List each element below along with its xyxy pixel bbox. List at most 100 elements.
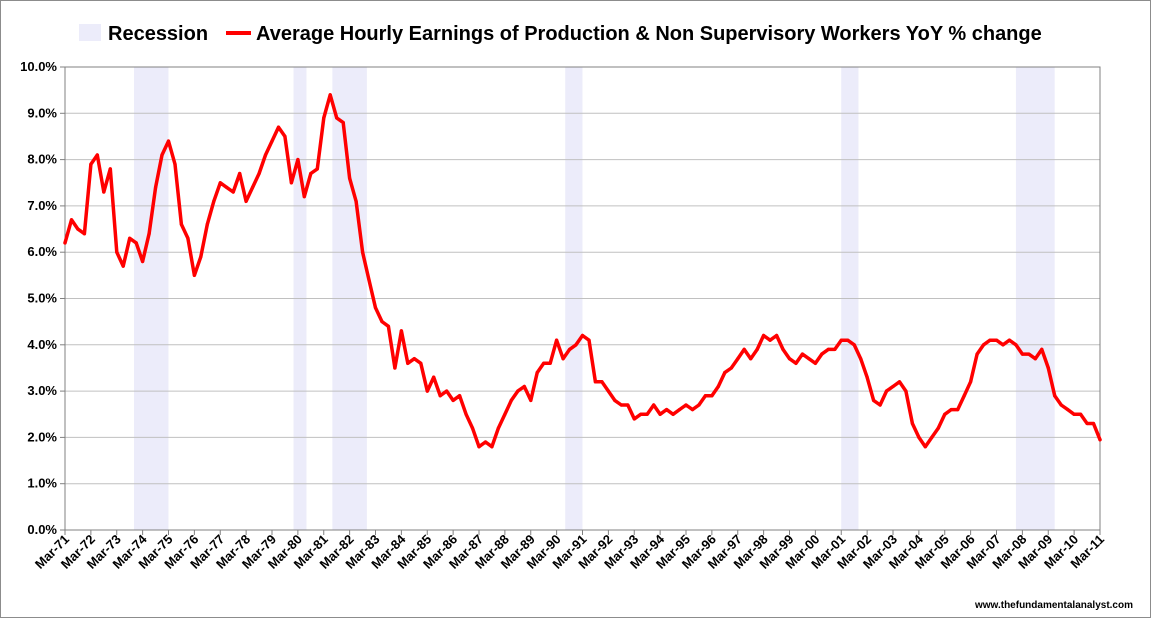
series-point xyxy=(270,139,274,143)
series-point xyxy=(154,185,158,189)
series-point xyxy=(749,357,753,361)
series-point xyxy=(956,408,960,412)
series-point xyxy=(225,185,229,189)
y-tick-label: 2.0% xyxy=(27,429,57,444)
series-point xyxy=(833,347,837,351)
series-point xyxy=(690,408,695,412)
series-point xyxy=(943,412,947,416)
series-point xyxy=(1046,366,1050,370)
series-point xyxy=(969,380,973,384)
series-point xyxy=(962,394,966,398)
series-point xyxy=(399,329,403,333)
series-point xyxy=(1033,357,1037,361)
legend-recession-label: Recession xyxy=(108,23,208,45)
series-point xyxy=(335,116,339,120)
series-point xyxy=(186,236,190,240)
legend-recession-swatch xyxy=(79,24,101,41)
series-point xyxy=(839,338,843,342)
series-point xyxy=(600,380,604,384)
series-point xyxy=(483,440,488,444)
series-point xyxy=(102,190,106,194)
y-tick-label: 6.0% xyxy=(27,244,57,259)
series-point xyxy=(555,338,559,342)
y-axis: 0.0% 1.0% 2.0% 3.0% 4.0% 5.0% 6.0% 7.0% 8.0% 9.0%… xyxy=(20,59,65,537)
series-point xyxy=(703,394,708,398)
series-point xyxy=(723,371,727,375)
series-point xyxy=(354,199,358,203)
legend: Recession Average Hourly Earnings of Pro… xyxy=(79,23,1042,45)
series-point xyxy=(930,435,934,439)
series-point xyxy=(820,352,824,356)
y-tick-label: 1.0% xyxy=(27,476,57,491)
series-point xyxy=(419,361,423,365)
series-point xyxy=(807,357,811,361)
series-point xyxy=(542,361,546,365)
series-point xyxy=(872,398,876,402)
series-point xyxy=(464,412,468,416)
series-point xyxy=(322,116,326,120)
series-point xyxy=(1053,394,1057,398)
series-point xyxy=(296,158,300,162)
series-point xyxy=(755,347,759,351)
series-point xyxy=(891,384,895,389)
series-point xyxy=(244,199,248,203)
series-point xyxy=(166,139,171,143)
series-point xyxy=(593,380,598,384)
series-point xyxy=(192,273,196,277)
series-point xyxy=(205,222,209,226)
series-point xyxy=(302,195,306,199)
series-point xyxy=(509,398,513,402)
series-point xyxy=(619,403,623,407)
series-point xyxy=(1027,352,1031,356)
series-point xyxy=(639,412,643,416)
series-point xyxy=(865,375,869,379)
series-point xyxy=(587,338,591,342)
series-point xyxy=(76,227,80,231)
series-point xyxy=(289,181,293,185)
source-credit: www.thefundamentalanalyst.com xyxy=(974,600,1133,611)
series-point xyxy=(63,241,67,245)
series-point xyxy=(348,176,352,180)
series-point xyxy=(535,371,539,375)
series-point xyxy=(632,417,636,421)
series-point xyxy=(846,338,850,342)
series-point xyxy=(729,366,733,370)
series-point xyxy=(949,408,953,412)
series-point xyxy=(212,199,216,203)
series-point xyxy=(69,218,74,222)
series-point xyxy=(108,167,112,171)
series-point xyxy=(878,403,882,407)
series-point xyxy=(147,232,151,236)
series-point xyxy=(251,185,255,189)
series-point xyxy=(671,412,675,416)
y-tick-label: 5.0% xyxy=(27,291,57,306)
series-point xyxy=(529,398,533,402)
series-point xyxy=(367,278,371,282)
series-point xyxy=(393,366,397,370)
series-point xyxy=(134,241,138,245)
series-point xyxy=(568,347,572,351)
series-point xyxy=(128,236,132,240)
series-point xyxy=(160,153,164,157)
series-point xyxy=(936,426,940,430)
series-point xyxy=(516,389,520,393)
series-point xyxy=(975,352,979,356)
series-point xyxy=(373,306,378,310)
series-point xyxy=(95,153,99,157)
series-point xyxy=(665,408,669,412)
series-point xyxy=(677,408,682,412)
series-point xyxy=(923,445,927,449)
series-point xyxy=(276,125,281,129)
series-point xyxy=(1079,412,1083,416)
series-point xyxy=(826,347,830,351)
series-point xyxy=(141,259,145,264)
series-point xyxy=(775,333,779,338)
series-point xyxy=(425,389,429,393)
series-point xyxy=(1020,352,1024,356)
series-point xyxy=(897,380,902,384)
series-point xyxy=(606,389,611,393)
series-point xyxy=(1072,412,1076,416)
series-point xyxy=(199,255,203,259)
x-axis: Mar-71Mar-72Mar-73Mar-74Mar-75Mar-76Mar-… xyxy=(32,530,1107,572)
legend-series-label: Average Hourly Earnings of Production & … xyxy=(256,23,1042,45)
